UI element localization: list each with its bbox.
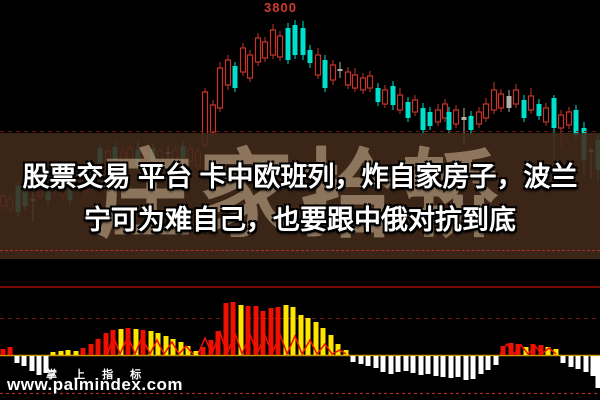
brand-website-url: www.palmindex.com <box>7 375 184 394</box>
watermark-text: 庄家拾轿 <box>96 142 504 249</box>
price-peak-label: 3800 <box>264 0 297 15</box>
headline-line-2: 宁可为难自己，也要跟中俄对抗到底 <box>84 205 516 235</box>
headline-line-1: 股票交易 平台 卡中欧班列，炸自家房子，波兰 <box>22 162 578 192</box>
band-dashed-line <box>0 250 600 251</box>
caption-overlay-band: 庄家拾轿 <box>0 133 600 259</box>
brand-chinese-label: 掌 上 指 标 <box>46 369 149 381</box>
headline-caption: 股票交易 平台 卡中欧班列，炸自家房子，波兰 宁可为难自己，也要跟中俄对抗到底 <box>0 156 600 242</box>
